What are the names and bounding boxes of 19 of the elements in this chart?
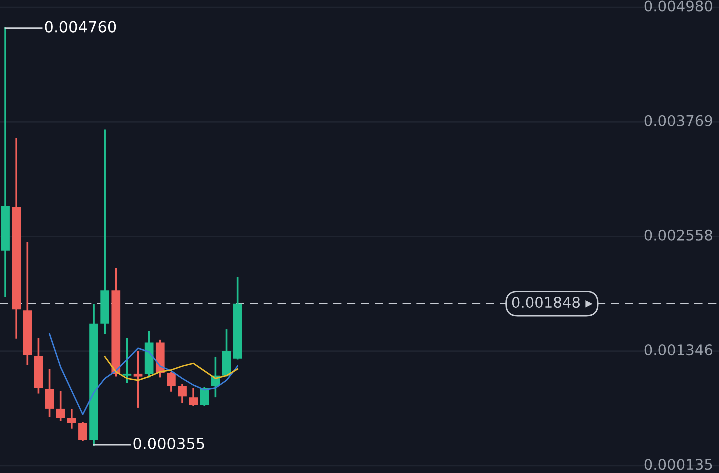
- candlestick: [122, 338, 132, 384]
- candlestick: [45, 369, 54, 418]
- annotation: 0.004760: [45, 21, 116, 33]
- y-tick-label: 0.002558: [644, 230, 712, 241]
- candlestick: [178, 384, 187, 404]
- line-series: [49, 334, 239, 416]
- candlestick: [189, 388, 198, 406]
- candlestick: [134, 351, 143, 408]
- candlestick: [78, 422, 88, 442]
- y-tick-label: 0.001346: [644, 344, 713, 356]
- y-tick-label: 0.004980: [644, 0, 712, 12]
- candlestick: [200, 387, 210, 406]
- y-tick-label: 0.000135: [644, 459, 712, 470]
- annotation: 0.000355: [134, 438, 204, 450]
- candlestick: [56, 391, 66, 422]
- candlestick: [167, 372, 176, 392]
- ref-line-label: 0.001848 ▸: [512, 297, 593, 308]
- y-tick-label: 0.003769: [644, 115, 712, 126]
- candlestick: [67, 408, 76, 429]
